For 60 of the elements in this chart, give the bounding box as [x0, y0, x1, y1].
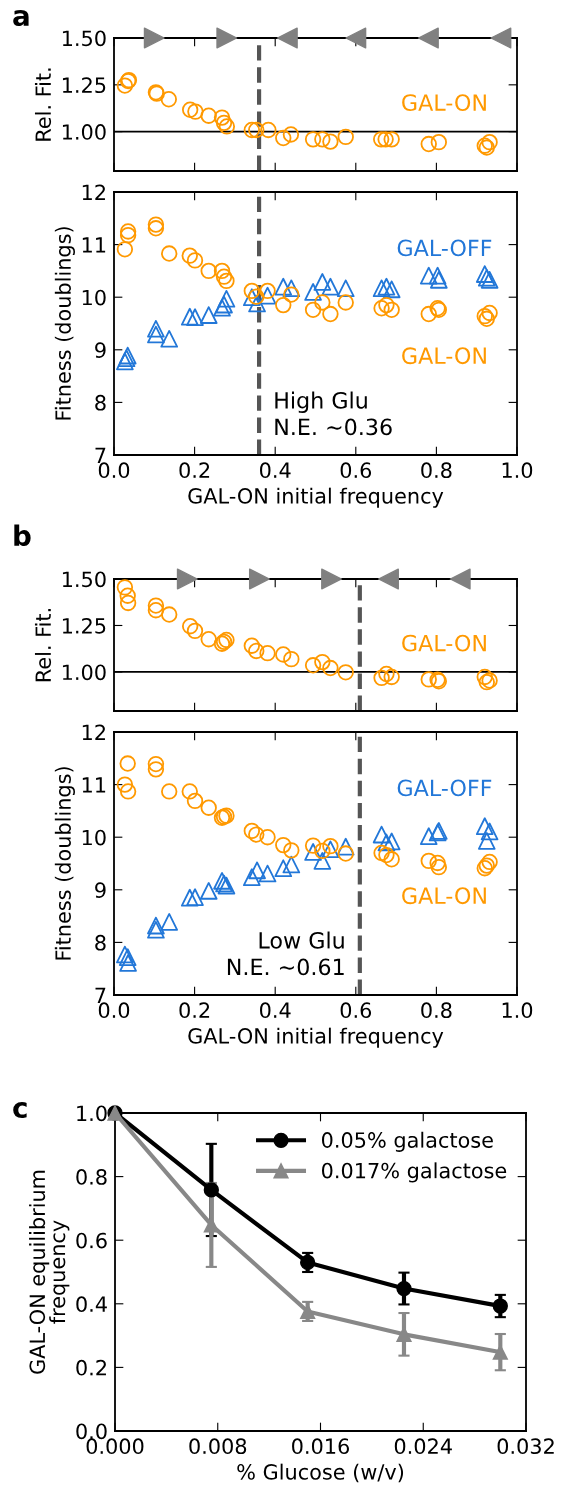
y-tick-label: 1.50 [62, 30, 106, 47]
x-tick-label: 0.8 [421, 1002, 452, 1019]
x-tick-label: 0.032 [497, 1438, 554, 1455]
y-tick-label: 11 [82, 777, 106, 793]
y-tick-label: 0.6 [76, 1232, 107, 1249]
x-axis-title: GAL-ON initial frequency [188, 487, 444, 508]
x-tick-label: 0.000 [86, 1438, 144, 1455]
y-tick-label: 7 [95, 447, 106, 463]
chart-title: b [14, 524, 31, 547]
x-tick-label: 0.6 [340, 1002, 372, 1019]
y-axis-title: Rel. Fit. [34, 68, 52, 141]
y-tick-label: 0.4 [76, 1296, 107, 1313]
y-tick-label: 10 [82, 829, 106, 846]
annotation: High Glu N.E. ~0.36 [275, 391, 392, 436]
y-axis-title: Rel. Fit. [34, 609, 52, 682]
x-tick-label: 0.008 [189, 1438, 247, 1455]
series-label: GAL-ON [402, 94, 486, 111]
x-axis-title: % Glucose (w/v) [237, 1463, 404, 1483]
y-tick-label: 0.8 [76, 1169, 107, 1185]
x-tick-label: 1.0 [502, 1002, 533, 1019]
x-tick-label: 0.4 [260, 462, 291, 479]
y-axis-title: Fitness (doublings) [54, 767, 75, 960]
y-tick-label: 11 [82, 237, 106, 253]
y-tick-label: 1.50 [62, 571, 106, 588]
y-tick-label: 1.00 [62, 664, 106, 681]
y-tick-label: 1.25 [62, 77, 106, 94]
chart-title: a [13, 10, 29, 27]
x-tick-label: 1.0 [502, 462, 533, 479]
y-tick-label: 12 [82, 724, 105, 740]
series-label: GAL-ON [402, 887, 486, 905]
y-tick-label: 12 [82, 184, 105, 200]
chart-title: c [13, 1102, 27, 1119]
series-label: GAL-OFF [397, 779, 492, 797]
y-tick-label: 9 [95, 342, 106, 359]
y-tick-label: 7 [95, 987, 106, 1003]
y-tick-label: 0.0 [76, 1423, 107, 1440]
y-tick-label: 8 [95, 394, 106, 411]
x-tick-label: 0.016 [292, 1438, 350, 1455]
y-tick-label: 0.2 [76, 1359, 106, 1376]
x-tick-label: 0.6 [340, 462, 372, 479]
y-axis-title: Fitness (doublings) [54, 227, 75, 420]
y-axis-title: GAL-ON equilibrium frequency [29, 1170, 70, 1374]
series-label: GAL-ON [402, 634, 486, 652]
y-tick-label: 10 [82, 289, 106, 306]
x-tick-label: 0.8 [421, 462, 452, 479]
x-tick-label: 0.2 [179, 462, 210, 479]
series-label: GAL-ON [402, 347, 486, 365]
annotation: Low Glu N.E. ~0.61 [227, 931, 344, 976]
x-axis-title: GAL-ON initial frequency [188, 1027, 444, 1048]
legend-label: 0.05% galactose [321, 1131, 493, 1152]
series-label: GAL-OFF [397, 239, 492, 257]
y-tick-label: 1.0 [77, 1105, 107, 1122]
legend-label: 0.017% galactose [321, 1162, 507, 1183]
x-tick-label: 0.2 [179, 1002, 210, 1019]
y-tick-label: 8 [95, 934, 106, 951]
y-tick-label: 9 [95, 882, 106, 899]
y-tick-label: 1.25 [62, 617, 106, 634]
x-tick-label: 0.4 [260, 1002, 291, 1019]
x-tick-label: 0.024 [394, 1438, 452, 1455]
y-tick-label: 1.00 [62, 124, 106, 140]
